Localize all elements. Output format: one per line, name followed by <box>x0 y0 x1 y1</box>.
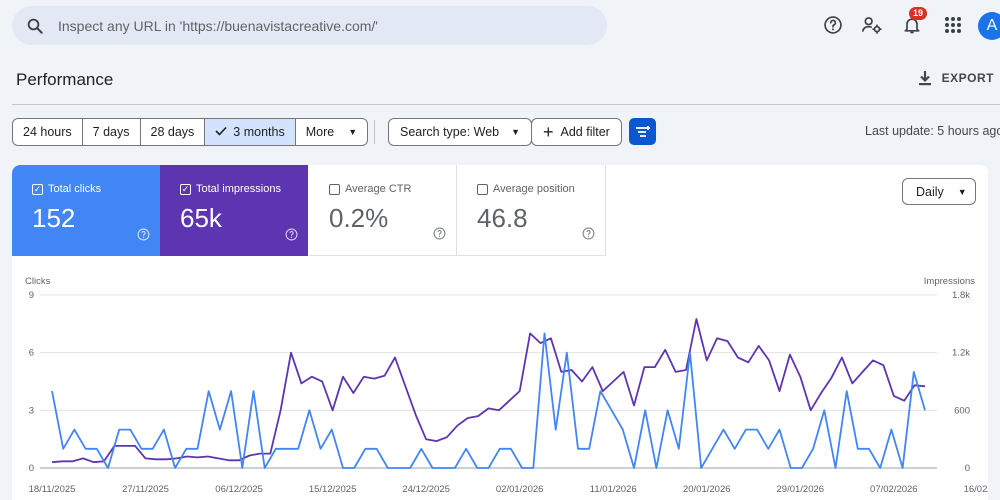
search-bar[interactable]: Inspect any URL in 'https://buenavistacr… <box>12 6 607 45</box>
export-label: EXPORT <box>941 71 994 85</box>
divider <box>12 104 1000 105</box>
range-3-months[interactable]: 3 months <box>205 119 296 145</box>
right-tick-label: 600 <box>954 405 970 416</box>
manage-users-icon[interactable] <box>859 12 885 38</box>
x-tick-label: 16/02/2026 <box>964 484 988 495</box>
checkbox-checked-icon[interactable]: ✓ <box>180 183 191 195</box>
granularity-dropdown[interactable]: Daily ▼ <box>902 178 976 205</box>
notifications-icon[interactable]: 19 <box>899 7 928 38</box>
series-line-clicks <box>51 332 926 469</box>
caret-down-icon: ▼ <box>511 127 521 137</box>
range-label: 7 days <box>92 125 130 139</box>
checkbox-unchecked-icon[interactable] <box>477 183 488 195</box>
range-label: 24 hours <box>23 125 72 139</box>
toolbar-separator <box>374 120 375 144</box>
apps-grid-icon[interactable] <box>940 12 966 38</box>
range-label: 3 months <box>233 125 285 139</box>
granularity-label: Daily <box>916 184 944 199</box>
metric-total-clicks[interactable]: ✓ Total clicks 152 <box>12 165 160 256</box>
left-axis-title: Clicks <box>25 276 51 287</box>
avatar[interactable]: A <box>978 12 1000 40</box>
filter-list-icon <box>635 125 650 137</box>
page-title: Performance <box>16 70 114 89</box>
left-tick-label: 6 <box>29 348 34 359</box>
right-tick-label: 1.2k <box>952 348 970 359</box>
help-icon[interactable] <box>820 12 846 38</box>
range-label: More <box>305 125 335 139</box>
performance-chart: Clicks Impressions 0 3 6 9 0 600 1.2k 1.8k 18/11/2… <box>25 276 988 495</box>
series-line-impressions <box>51 318 926 464</box>
range-7-days[interactable]: 7 days <box>83 119 141 145</box>
export-button[interactable]: EXPORT <box>918 70 994 86</box>
search-input[interactable]: Inspect any URL in 'https://buenavistacr… <box>58 17 378 34</box>
right-tick-label: 0 <box>965 463 970 474</box>
x-tick-label: 29/01/2026 <box>777 484 825 495</box>
metric-average-ctr[interactable]: Average CTR 0.2% <box>309 165 457 256</box>
metric-total-impressions[interactable]: ✓ Total impressions 65k <box>160 165 308 256</box>
search-icon <box>12 17 58 35</box>
help-icon[interactable] <box>137 228 150 246</box>
metric-value: 65k <box>180 203 222 233</box>
metric-value: 0.2% <box>329 203 389 233</box>
x-tick-label: 18/11/2025 <box>29 484 76 495</box>
caret-down-icon: ▼ <box>957 186 967 197</box>
metric-label: Average CTR <box>345 183 412 195</box>
check-icon <box>215 125 227 139</box>
range-24-hours[interactable]: 24 hours <box>13 119 83 145</box>
left-tick-label: 3 <box>29 405 34 416</box>
metric-value: 152 <box>32 203 76 233</box>
range-28-days[interactable]: 28 days <box>141 119 206 145</box>
metric-label: Average position <box>493 183 575 195</box>
left-tick-label: 0 <box>29 463 34 474</box>
metric-label: Total clicks <box>48 183 102 195</box>
help-icon[interactable] <box>285 228 298 246</box>
performance-card: ✓ Total clicks 152 ✓ Total impressions 65k… <box>12 165 988 500</box>
x-tick-label: 27/11/2025 <box>122 484 169 495</box>
notification-badge: 19 <box>909 7 928 20</box>
checkbox-checked-icon[interactable]: ✓ <box>32 183 43 195</box>
header-actions: 19 A <box>0 7 1000 40</box>
x-tick-label: 02/01/2026 <box>496 484 544 495</box>
add-filter-button[interactable]: + Add filter <box>531 118 622 146</box>
right-axis-title: Impressions <box>924 276 975 287</box>
caret-down-icon: ▼ <box>348 127 358 137</box>
last-update-text: Last update: 5 hours ago <box>865 124 1000 138</box>
search-type-label: Search type: Web <box>400 125 500 139</box>
download-icon <box>918 71 931 86</box>
range-label: 28 days <box>150 125 195 139</box>
x-tick-label: 07/02/2026 <box>870 484 918 495</box>
right-tick-label: 1.8k <box>952 290 970 301</box>
help-icon[interactable] <box>582 227 595 245</box>
help-icon[interactable] <box>433 227 446 245</box>
add-filter-label: Add filter <box>560 125 610 139</box>
metric-label: Total impressions <box>196 183 281 195</box>
range-more[interactable]: More ▼ <box>296 119 367 145</box>
search-type-dropdown[interactable]: Search type: Web ▼ <box>388 118 533 146</box>
checkbox-unchecked-icon[interactable] <box>329 183 340 195</box>
x-tick-label: 24/12/2025 <box>402 484 450 495</box>
metric-average-position[interactable]: Average position 46.8 <box>457 165 606 256</box>
filter-settings-button[interactable] <box>629 118 656 145</box>
left-tick-label: 9 <box>29 290 34 301</box>
plus-icon: + <box>543 122 554 142</box>
x-tick-label: 06/12/2025 <box>215 484 263 495</box>
metric-value: 46.8 <box>477 203 528 233</box>
x-tick-label: 11/01/2026 <box>590 484 637 495</box>
date-range-chips: 24 hours 7 days 28 days 3 months More ▼ <box>12 118 369 146</box>
x-tick-label: 15/12/2025 <box>309 484 357 495</box>
x-tick-label: 20/01/2026 <box>683 484 731 495</box>
